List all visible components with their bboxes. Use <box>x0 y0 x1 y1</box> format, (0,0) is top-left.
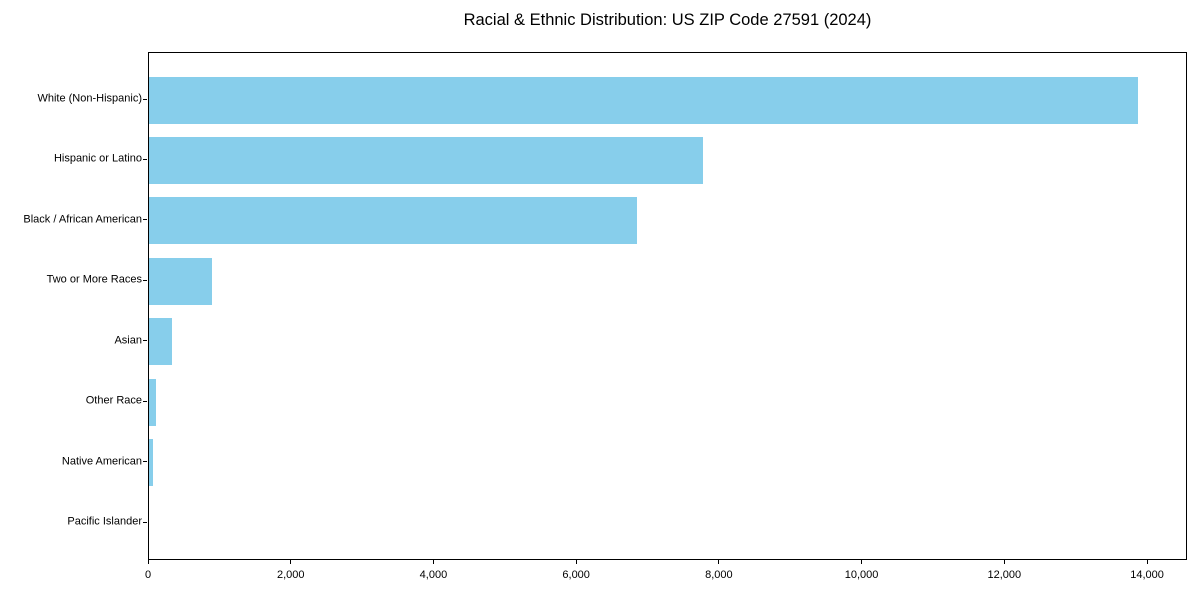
bar-black-african-american <box>149 197 638 245</box>
x-tick-mark <box>718 560 720 564</box>
x-tick-label-12-000: 12,000 <box>987 569 1022 581</box>
plot-area <box>148 52 1187 560</box>
x-tick-label-4-000: 4,000 <box>419 569 448 581</box>
x-tick-mark <box>290 560 292 564</box>
y-tick-mark <box>143 279 147 281</box>
y-tick-label-pacific-islander: Pacific Islander <box>67 515 142 528</box>
y-tick-mark <box>143 158 147 160</box>
y-tick-label-black-african-american: Black / African American <box>23 213 142 226</box>
bar-other-race <box>149 378 157 426</box>
y-tick-mark <box>143 98 147 100</box>
x-tick-label-2-000: 2,000 <box>276 569 305 581</box>
x-tick-label-0: 0 <box>144 569 152 581</box>
y-tick-mark <box>143 400 147 402</box>
y-tick-label-two-or-more-races: Two or More Races <box>46 273 142 286</box>
y-tick-mark <box>143 521 147 523</box>
x-tick-mark <box>432 560 434 564</box>
y-tick-label-other-race: Other Race <box>85 394 142 407</box>
chart-title: Racial & Ethnic Distribution: US ZIP Cod… <box>463 11 872 29</box>
x-tick-label-8-000: 8,000 <box>705 569 733 581</box>
y-tick-mark <box>143 219 147 221</box>
y-tick-label-hispanic-or-latino: Hispanic or Latino <box>53 152 142 165</box>
bar-two-or-more-races <box>149 257 213 305</box>
x-tick-label-14-000: 14,000 <box>1130 569 1164 581</box>
y-tick-label-asian: Asian <box>114 334 142 347</box>
y-tick-label-native-american: Native American <box>61 455 142 468</box>
x-tick-mark <box>575 560 577 564</box>
x-tick-label-6-000: 6,000 <box>562 569 590 581</box>
bar-white-non-hispanic <box>149 76 1139 124</box>
x-tick-mark <box>1146 560 1148 564</box>
bar-native-american <box>149 439 154 487</box>
bar-hispanic-or-latino <box>149 136 703 184</box>
bar-asian <box>149 318 173 366</box>
y-tick-label-white-non-hispanic: White (Non-Hispanic) <box>37 92 142 105</box>
y-tick-mark <box>143 461 147 463</box>
x-tick-mark <box>1003 560 1005 564</box>
y-tick-mark <box>143 340 147 342</box>
x-tick-label-10-000: 10,000 <box>844 569 879 581</box>
x-tick-mark <box>147 560 149 564</box>
x-tick-mark <box>861 560 863 564</box>
